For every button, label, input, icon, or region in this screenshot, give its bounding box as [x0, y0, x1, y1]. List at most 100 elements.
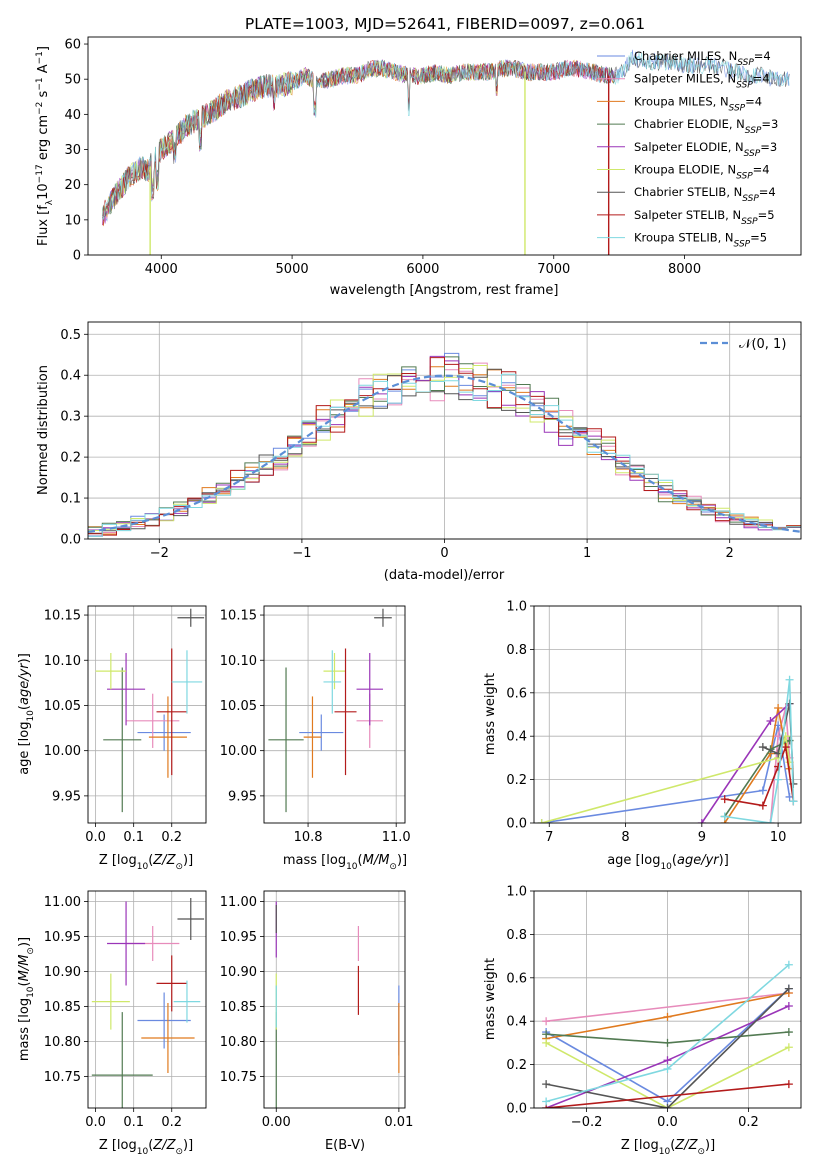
- y-tick-label: 10.95: [44, 930, 81, 945]
- spectrum-line-5: [102, 60, 528, 214]
- mass_vs_Z-frame: [87, 890, 207, 1109]
- spectrum-frame: [87, 36, 802, 256]
- mass_vs_EBV-frame: [263, 890, 406, 1109]
- y-tick-label: 0.8: [506, 643, 527, 658]
- spectrum-xlabel: wavelength [Angstrom, rest frame]: [330, 283, 559, 298]
- weight-marker-7-1: [758, 801, 767, 810]
- weight-marker-3-1: [663, 1038, 672, 1047]
- weight-marker-6-1: [663, 1104, 672, 1108]
- weight-marker-4-0: [697, 819, 706, 823]
- weight-marker-3-2: [784, 1028, 793, 1037]
- x-tick-label: −2: [150, 546, 169, 561]
- y-tick-label: 0.6: [506, 971, 527, 986]
- y-tick-label: 10.75: [44, 1070, 81, 1085]
- y-tick-label: 0.4: [506, 1015, 527, 1030]
- mass_vs_EBV-plot: [275, 901, 400, 1108]
- x-tick-label: 0.2: [738, 1115, 759, 1130]
- x-tick-label: 5000: [276, 262, 309, 277]
- spectrum-ylabel: Flux [fλ10−17 erg cm−2 s−1 A−1]: [35, 46, 55, 246]
- residual-xlabel: (data-model)/error: [384, 568, 505, 583]
- age-mass-xlabel: mass [log10(M/M⊙)]: [283, 853, 407, 872]
- weight-marker-6-0: [542, 1080, 551, 1089]
- x-tick-label: 9: [698, 830, 706, 845]
- mass-Z-ylabel: mass [log10(M/M⊙)]: [17, 937, 36, 1061]
- legend-entry-4: Salpeter ELODIE, NSSP=3: [634, 140, 777, 159]
- x-tick-label: 4000: [145, 262, 178, 277]
- residuals-plot: [88, 352, 801, 537]
- histogram-7: [88, 357, 801, 536]
- weight-marker-2-1: [663, 1012, 672, 1021]
- y-tick-label: 0.6: [506, 686, 527, 701]
- weight-marker-6-0: [758, 743, 767, 752]
- y-tick-label: 40: [64, 108, 81, 123]
- x-tick-label: 8: [621, 830, 629, 845]
- y-tick-label: 0.4: [506, 730, 527, 745]
- legend-entry-normal: 𝒩(0, 1): [739, 337, 786, 352]
- weight-marker-4-1: [663, 1056, 672, 1065]
- legend-entry-2: Kroupa MILES, NSSP=4: [634, 94, 762, 113]
- y-tick-label: 0.0: [60, 533, 81, 548]
- mass-EBV-xlabel: E(B-V): [325, 1138, 365, 1153]
- y-tick-label: 1.0: [506, 600, 527, 615]
- weight-line-5: [545, 1042, 790, 1108]
- residuals-frame: [87, 321, 802, 540]
- x-tick-label: −0.2: [571, 1115, 603, 1130]
- residual-ylabel: Normed distribution: [36, 365, 51, 495]
- y-tick-label: 10.95: [220, 930, 257, 945]
- massweight_vs_age-frame: [533, 605, 802, 824]
- y-tick-label: 10.15: [220, 609, 257, 624]
- y-tick-label: 1.0: [506, 885, 527, 900]
- weight-Z-ylabel: mass weight: [483, 958, 498, 1040]
- x-tick-label: 10.8: [294, 830, 323, 845]
- spectrum-plot: [102, 49, 790, 255]
- x-tick-label: 6000: [406, 262, 439, 277]
- y-tick-label: 9.95: [228, 789, 257, 804]
- weight-marker-8-0: [542, 1097, 551, 1106]
- x-tick-label: 7: [545, 830, 553, 845]
- age-Z-xlabel: Z [log10(Z/Z⊙)]: [99, 853, 193, 872]
- x-tick-label: 0.0: [657, 1115, 678, 1130]
- y-tick-label: 11.00: [220, 895, 257, 910]
- weight-marker-7-2: [774, 762, 783, 771]
- y-tick-label: 0.2: [60, 451, 81, 466]
- legend-entry-1: Salpeter MILES, NSSP=4: [634, 72, 770, 91]
- mass-Z-xlabel: Z [log10(Z/Z⊙)]: [99, 1138, 193, 1157]
- x-tick-label: 0.0: [85, 830, 106, 845]
- y-tick-label: 10.90: [44, 965, 81, 980]
- spectrum-line-8: [102, 52, 790, 220]
- spectrum-axes: 4000 5000 6000 7000 8000 0 10 20 30 40 50 60: [64, 38, 701, 277]
- y-tick-label: 50: [64, 73, 81, 88]
- y-tick-label: 10.90: [220, 965, 257, 980]
- x-tick-label: 0.1: [123, 1115, 144, 1130]
- weight-marker-5-0: [537, 819, 546, 823]
- weight-marker-4-2: [784, 1002, 793, 1011]
- y-tick-label: 0.0: [506, 817, 527, 832]
- x-tick-label: 10: [770, 830, 787, 845]
- weight-marker-8-3: [785, 675, 794, 684]
- y-tick-label: 60: [64, 38, 81, 53]
- y-tick-label: 0.3: [60, 410, 81, 425]
- y-tick-label: 0.4: [60, 369, 81, 384]
- y-tick-label: 0.1: [60, 492, 81, 507]
- weight-line-1: [546, 992, 789, 1022]
- x-tick-label: 0.1: [123, 830, 144, 845]
- weight-line-2: [724, 707, 791, 823]
- x-tick-label: 0.0: [85, 1115, 106, 1130]
- legend-entry-3: Chabrier ELODIE, NSSP=3: [634, 117, 778, 136]
- age_vs_mass-frame: [263, 605, 406, 824]
- y-tick-label: 10.85: [220, 1000, 257, 1015]
- y-tick-label: 10.80: [44, 1035, 81, 1050]
- y-tick-label: 10: [64, 213, 81, 228]
- weight-line-7: [724, 743, 795, 807]
- spectrum-line-7: [102, 60, 609, 226]
- normal-curve: [88, 374, 801, 533]
- weight-marker-5-2: [784, 1043, 793, 1052]
- weight-marker-8-2: [784, 960, 793, 969]
- weight-marker-7-3: [781, 743, 790, 752]
- x-tick-label: 8000: [668, 262, 701, 277]
- y-tick-label: 0.0: [506, 1102, 527, 1117]
- x-tick-label: 0.2: [161, 830, 182, 845]
- weight-marker-8-2: [774, 775, 783, 784]
- weight-marker-5-0: [542, 1038, 551, 1047]
